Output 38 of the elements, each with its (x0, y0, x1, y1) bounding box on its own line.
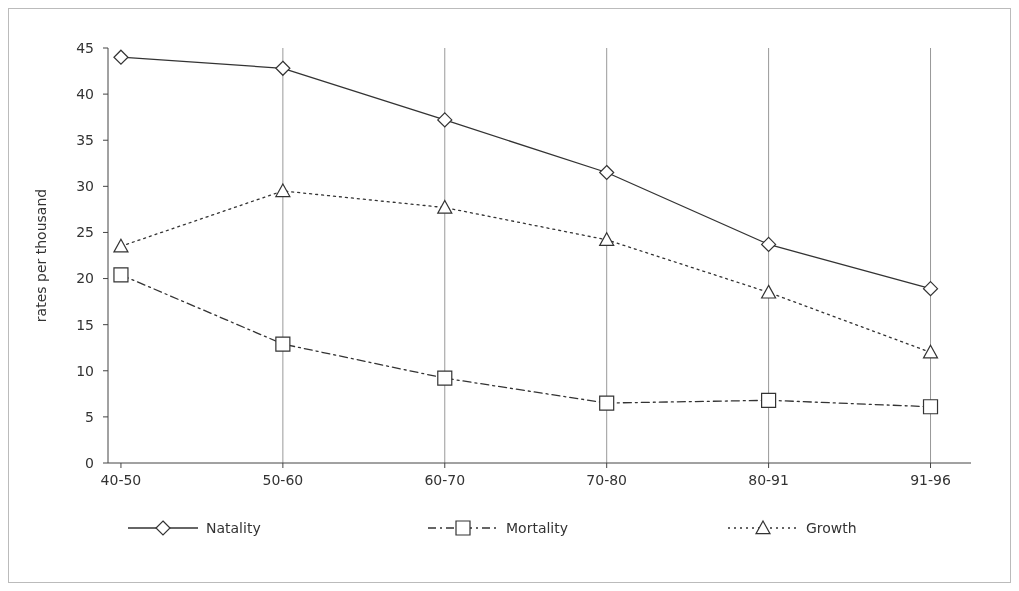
x-tick-label: 50-60 (262, 472, 304, 488)
legend-label: Natality (206, 519, 261, 536)
point (761, 392, 777, 408)
point (437, 199, 453, 214)
y-tick-label: 20 (76, 270, 94, 287)
point (113, 267, 129, 283)
y-tick-label: 15 (76, 316, 94, 333)
point (761, 284, 777, 299)
x-tick-label: 80-91 (748, 472, 789, 488)
y-tick-label: 5 (85, 408, 94, 425)
point (761, 236, 777, 253)
y-tick-label: 10 (76, 362, 94, 379)
x-tick-label: 60-70 (424, 472, 466, 488)
y-axis-title: rates per thousand (33, 188, 49, 323)
point (275, 60, 291, 76)
point (113, 49, 129, 65)
point (599, 395, 615, 411)
point (113, 238, 129, 253)
point (922, 399, 939, 415)
y-tick-label: 45 (76, 39, 94, 56)
y-tick-label: 35 (76, 132, 94, 149)
y-tick-label: 0 (85, 454, 94, 471)
point (275, 183, 291, 198)
point (922, 344, 939, 359)
x-tick-label: 70-80 (586, 472, 628, 488)
point (437, 370, 453, 386)
legend-label: Growth (806, 519, 857, 536)
legend-label: Mortality (506, 519, 569, 536)
x-tick-label: 91-96 (910, 472, 951, 488)
point (599, 164, 615, 181)
point (599, 232, 615, 247)
point (275, 336, 291, 352)
point (437, 112, 453, 128)
point (922, 281, 939, 297)
y-tick-label: 30 (76, 178, 94, 195)
y-tick-label: 40 (76, 86, 94, 103)
y-tick-label: 25 (76, 224, 94, 241)
x-tick-label: 40-50 (100, 472, 142, 488)
